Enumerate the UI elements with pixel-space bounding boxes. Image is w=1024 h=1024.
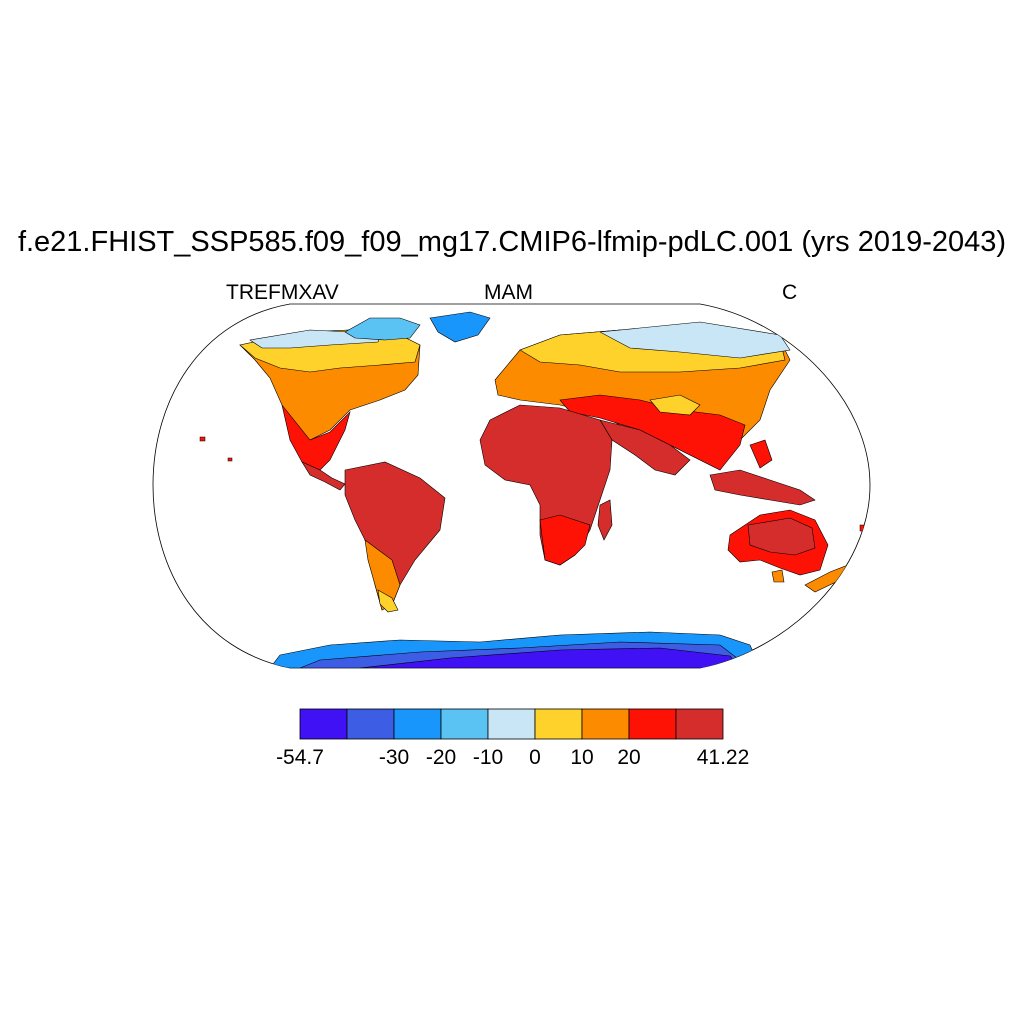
colorbar-tick-label: -54.7 <box>276 746 324 769</box>
colorbar-tick-label: -20 <box>425 746 457 769</box>
units-label: C <box>782 281 798 304</box>
colorbar-swatch <box>299 708 348 740</box>
colorbar-tick-label: 41.22 <box>696 746 750 769</box>
africa-region <box>479 404 613 566</box>
eurasia-region <box>494 321 791 476</box>
colorbar-swatch <box>487 708 536 740</box>
variable-label: TREFMXAV <box>226 281 339 304</box>
colorbar-tick-label: 20 <box>617 746 641 769</box>
colorbar-tick-label: 0 <box>529 746 541 769</box>
colorbar-tick-label: -30 <box>378 746 410 769</box>
maritime-continent-region <box>709 439 816 506</box>
antarctica-region <box>269 631 761 668</box>
colorbar-swatch <box>628 708 677 740</box>
colorbar-swatch <box>675 708 724 740</box>
season-label: MAM <box>484 281 533 304</box>
small-islands <box>199 436 865 532</box>
australia-region <box>727 509 849 593</box>
plot-title: f.e21.FHIST_SSP585.f09_f09_mg17.CMIP6-lf… <box>17 226 1007 258</box>
south-america-region <box>344 461 446 613</box>
colorbar-swatch <box>534 708 583 740</box>
colorbar-swatch <box>346 708 395 740</box>
colorbar-swatch <box>440 708 489 740</box>
colorbar-swatch <box>393 708 442 740</box>
colorbar <box>299 708 724 740</box>
colorbar-tick-label: -10 <box>472 746 504 769</box>
colorbar-tick-label: 10 <box>570 746 594 769</box>
colorbar-swatch <box>581 708 630 740</box>
north-america-region <box>239 311 491 491</box>
